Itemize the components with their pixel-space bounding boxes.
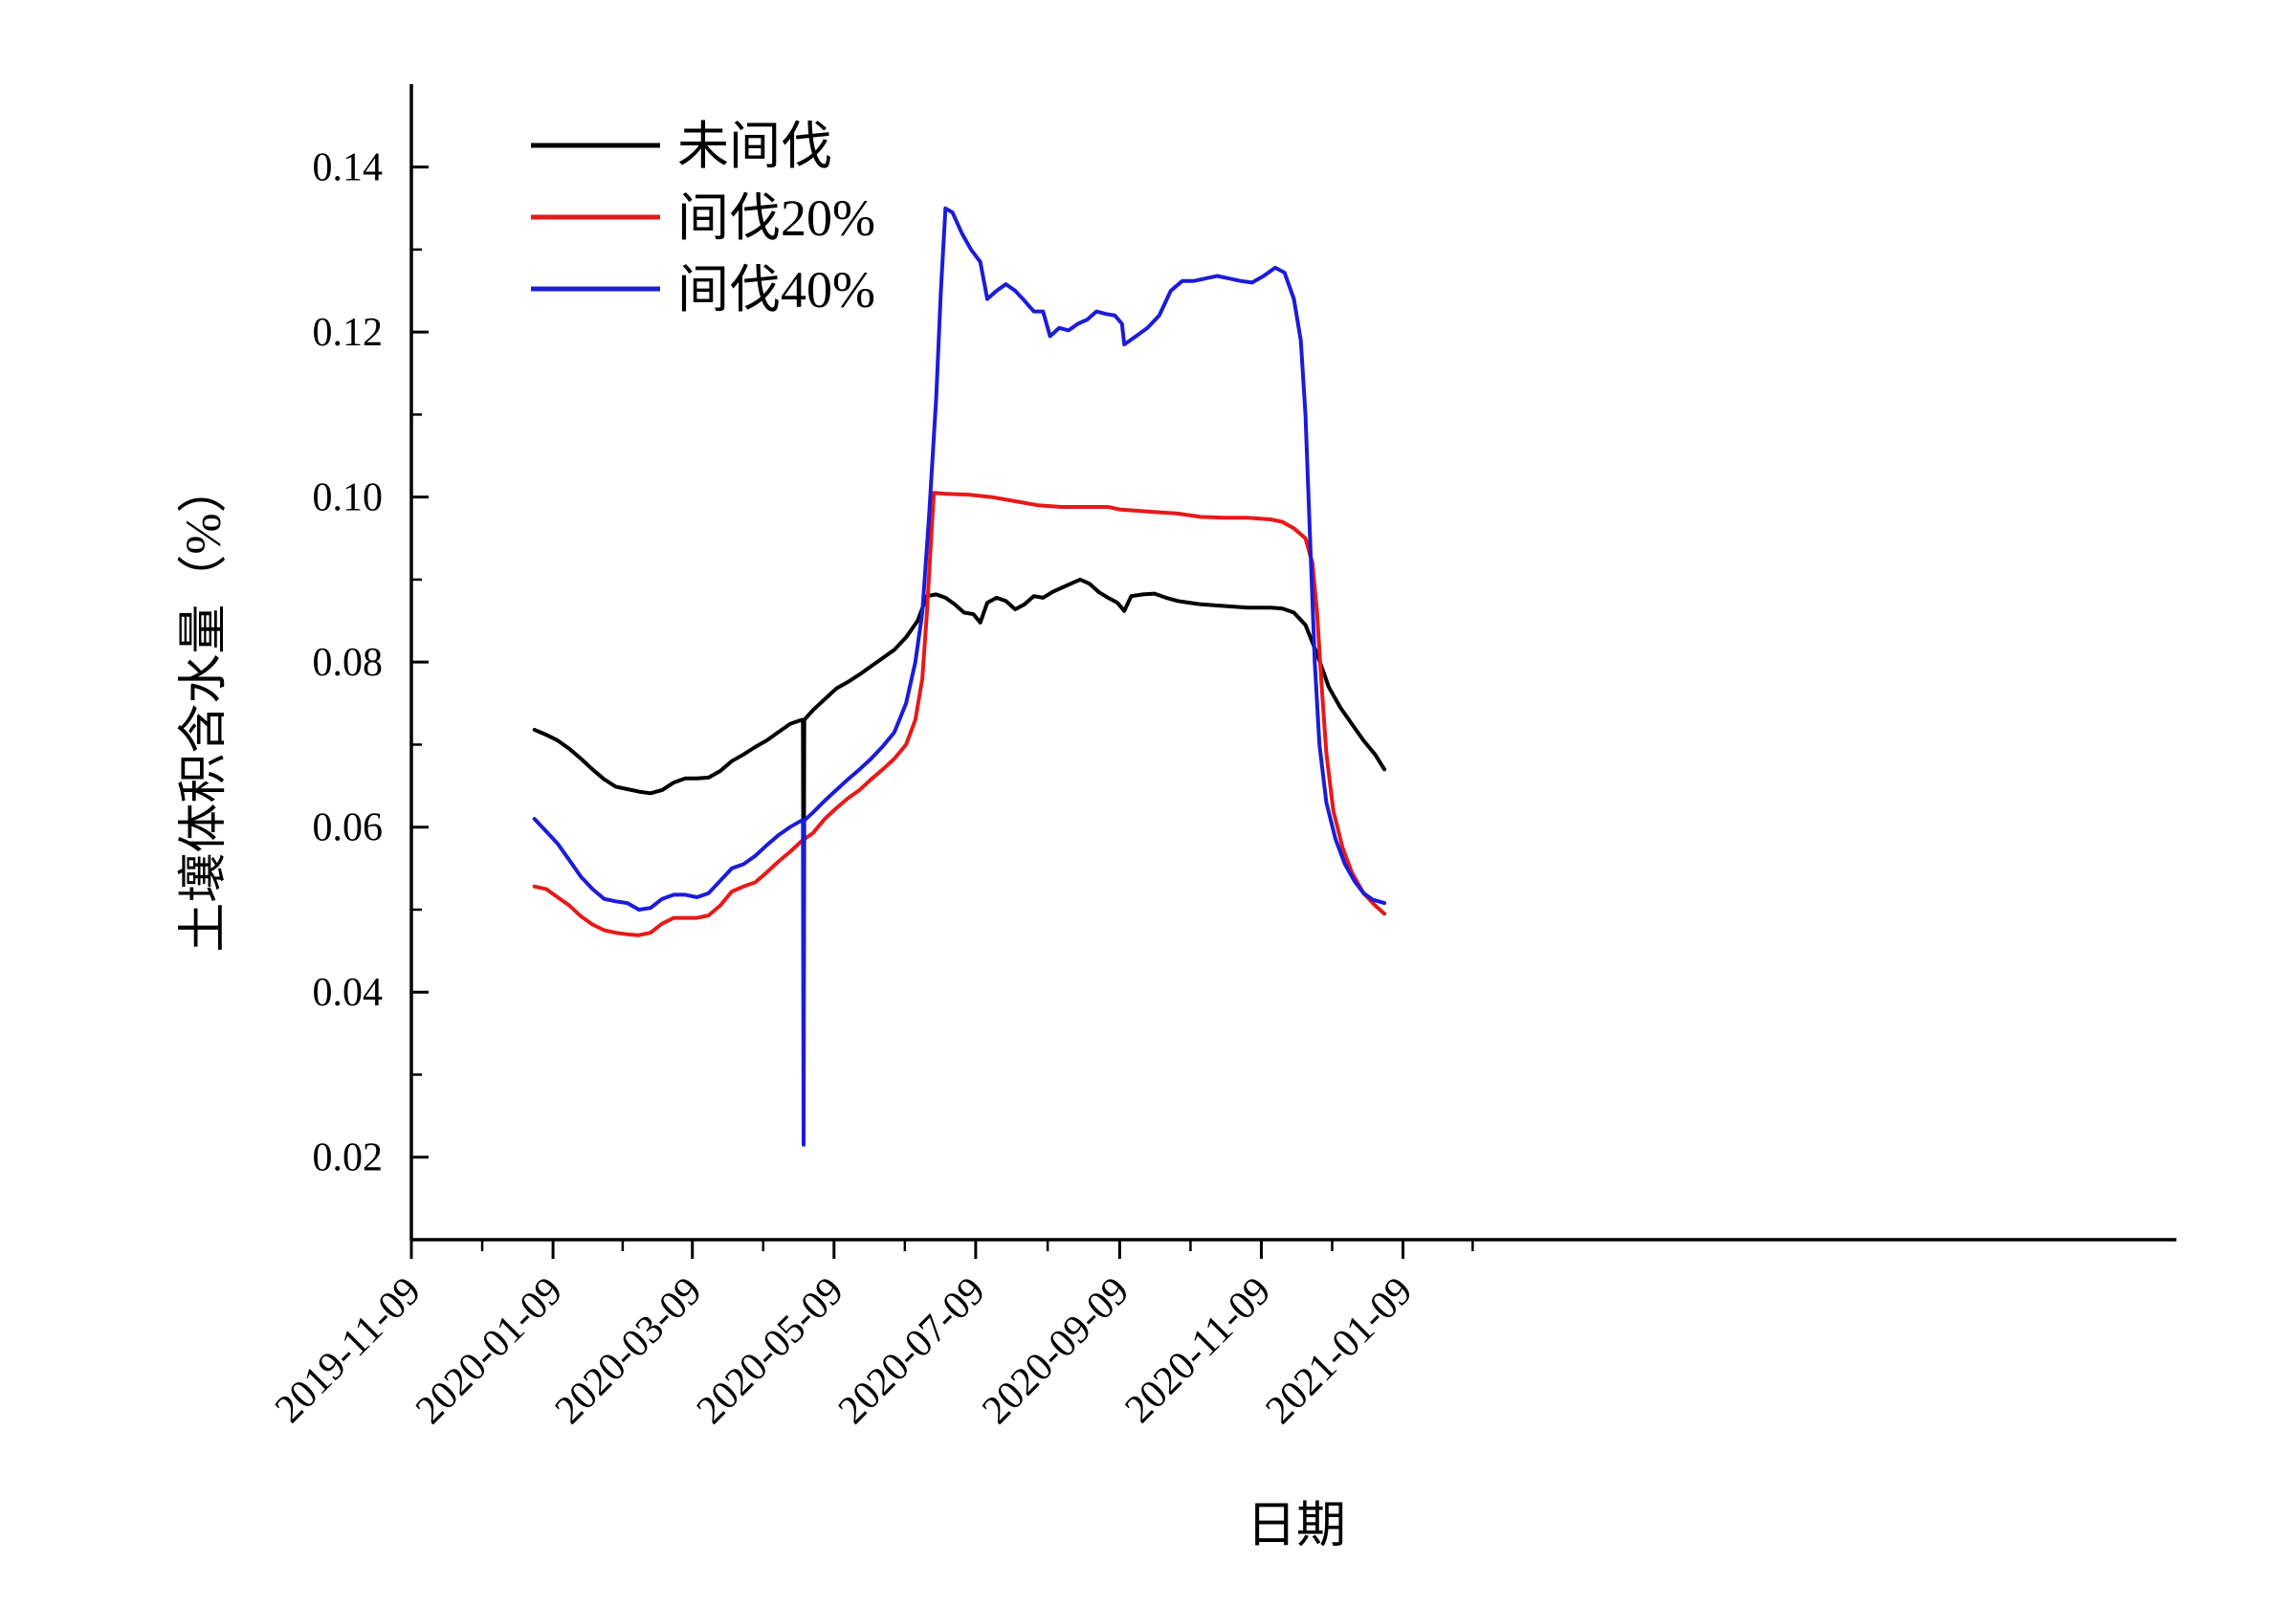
y-tick-label: 0.02 [313,1136,384,1180]
legend: 未间伐 间伐20% 间伐40% [531,118,875,319]
y-tick-label: 0.12 [313,311,384,355]
y-axis-title: 土壤体积含水量（%） [177,463,232,952]
y-tick-label: 0.04 [313,971,384,1015]
y-tick-label: 0.14 [313,146,384,190]
x-axis-title: 日期 [1247,1499,1346,1553]
y-axis-ticks: 0.02 0.04 0.06 0.08 0.10 0.12 0.14 [313,146,429,1180]
legend-label-2: 间伐40% [677,261,875,319]
series-line-0 [532,577,1387,986]
legend-label-0: 未间伐 [677,118,832,175]
series-line-1 [532,491,1387,937]
legend-label-1: 间伐20% [677,189,875,247]
series-lines [532,206,1387,1147]
y-tick-label: 0.08 [313,641,384,685]
y-tick-label: 0.06 [313,806,384,850]
y-tick-label: 0.10 [313,476,384,520]
series-line-2 [532,206,1387,1147]
